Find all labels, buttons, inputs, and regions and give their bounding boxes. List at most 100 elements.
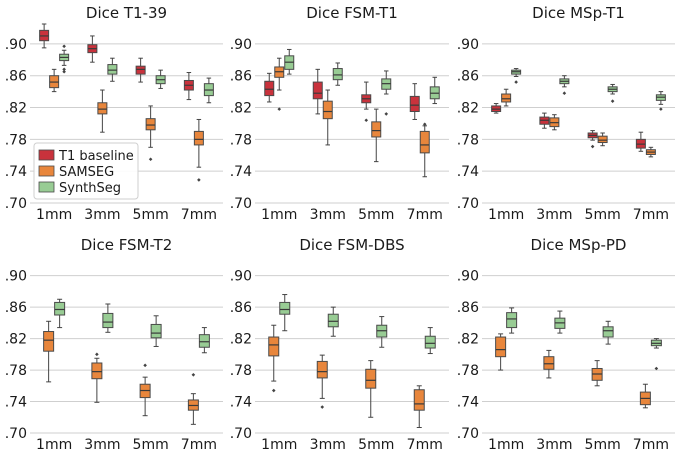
y-tick-label: .90	[5, 269, 27, 285]
box-t1-baseline	[39, 23, 50, 49]
box-iqr	[316, 360, 328, 379]
outlier-point	[148, 157, 153, 162]
y-tick-label: .74	[5, 164, 27, 180]
x-tick-label: 3mm	[310, 207, 346, 223]
outlier-point	[62, 67, 66, 72]
y-tick-label: .90	[457, 269, 479, 285]
box-t1-baseline	[409, 83, 420, 120]
x-tick-label: 3mm	[84, 437, 120, 451]
box-iqr	[419, 130, 430, 154]
box-iqr	[54, 301, 66, 316]
box-synthseg	[54, 298, 66, 329]
box-iqr	[602, 326, 614, 338]
box-samseg	[597, 132, 608, 147]
x-tick-label: 1mm	[261, 207, 297, 223]
x-tick-label: 1mm	[36, 207, 72, 223]
box-synthseg	[332, 62, 343, 86]
x-tick-label: 5mm	[585, 207, 621, 223]
outlier-point	[62, 69, 66, 74]
chart-title: Dice FSM-T1	[306, 4, 398, 22]
box-iqr	[312, 81, 323, 100]
box-samseg	[591, 360, 603, 387]
box-samseg	[268, 324, 280, 393]
box-synthseg	[655, 91, 666, 111]
legend-swatch	[38, 165, 55, 177]
x-tick-label: 3mm	[84, 207, 120, 223]
box-iqr	[332, 68, 343, 81]
y-tick-label: .74	[230, 395, 252, 411]
y-tick-label: .86	[457, 300, 479, 316]
outlier-point	[422, 122, 427, 127]
box-t1-baseline	[312, 68, 323, 115]
box-iqr	[193, 130, 204, 146]
x-tick-label: 5mm	[358, 207, 394, 223]
box-iqr	[43, 331, 55, 352]
y-tick-label: .90	[230, 269, 252, 285]
box-iqr	[198, 334, 210, 348]
outlier-point	[610, 99, 615, 103]
box-iqr	[107, 64, 118, 75]
box-iqr	[322, 100, 333, 120]
box-iqr	[597, 135, 608, 144]
outlier-point	[514, 80, 518, 84]
box-samseg	[371, 108, 382, 163]
y-tick-label: .82	[457, 332, 479, 348]
y-tick-label: .86	[230, 300, 252, 316]
box-iqr	[424, 335, 436, 349]
box-iqr	[102, 312, 114, 329]
chart-title: Dice MSp-PD	[531, 236, 627, 254]
x-tick-label: 5mm	[133, 437, 169, 451]
y-tick-label: .90	[457, 37, 479, 53]
legend-label: SAMSEG	[59, 165, 114, 180]
box-iqr	[97, 102, 108, 115]
outlier-point	[143, 363, 147, 368]
box-iqr	[501, 93, 512, 103]
box-synthseg	[650, 338, 662, 371]
legend-swatch	[38, 149, 55, 161]
box-synthseg	[279, 294, 291, 332]
x-tick-label: 7mm	[181, 207, 217, 223]
box-samseg	[139, 363, 151, 417]
box-samseg	[639, 383, 651, 409]
legend-label: SynthSeg	[59, 181, 121, 196]
y-tick-label: .70	[457, 196, 479, 212]
y-tick-label: .70	[5, 426, 27, 442]
x-tick-label: 7mm	[407, 207, 443, 223]
legend-frame	[33, 142, 139, 200]
legend-label: T1 baseline	[58, 149, 134, 164]
y-tick-label: .90	[230, 37, 252, 53]
box-samseg	[97, 89, 108, 133]
x-tick-label: 1mm	[488, 437, 524, 451]
box-samseg	[316, 354, 328, 409]
box-iqr	[543, 356, 555, 370]
box-samseg	[49, 68, 60, 93]
x-tick-label: 1mm	[261, 437, 297, 451]
box-synthseg	[327, 306, 339, 337]
box-samseg	[495, 333, 507, 371]
box-samseg	[274, 57, 285, 111]
box-t1-baseline	[587, 130, 598, 149]
box-t1-baseline	[87, 35, 98, 63]
outlier-point	[277, 107, 282, 111]
box-iqr	[371, 121, 382, 138]
x-tick-label: 7mm	[633, 207, 669, 223]
box-t1-baseline	[361, 81, 372, 123]
box-synthseg	[381, 70, 392, 116]
box-t1-baseline	[635, 131, 646, 152]
y-tick-label: .74	[5, 395, 27, 411]
box-samseg	[365, 360, 377, 418]
box-t1-baseline	[183, 72, 194, 101]
box-synthseg	[107, 57, 118, 82]
y-tick-label: .74	[457, 164, 479, 180]
y-tick-label: .90	[5, 37, 27, 53]
box-synthseg	[155, 69, 166, 89]
x-tick-label: 7mm	[407, 437, 443, 451]
box-t1-baseline	[135, 57, 146, 83]
x-tick-label: 7mm	[181, 437, 217, 451]
y-tick-label: .78	[457, 363, 479, 379]
box-samseg	[549, 114, 560, 131]
box-iqr	[268, 336, 280, 357]
box-samseg	[145, 105, 156, 162]
